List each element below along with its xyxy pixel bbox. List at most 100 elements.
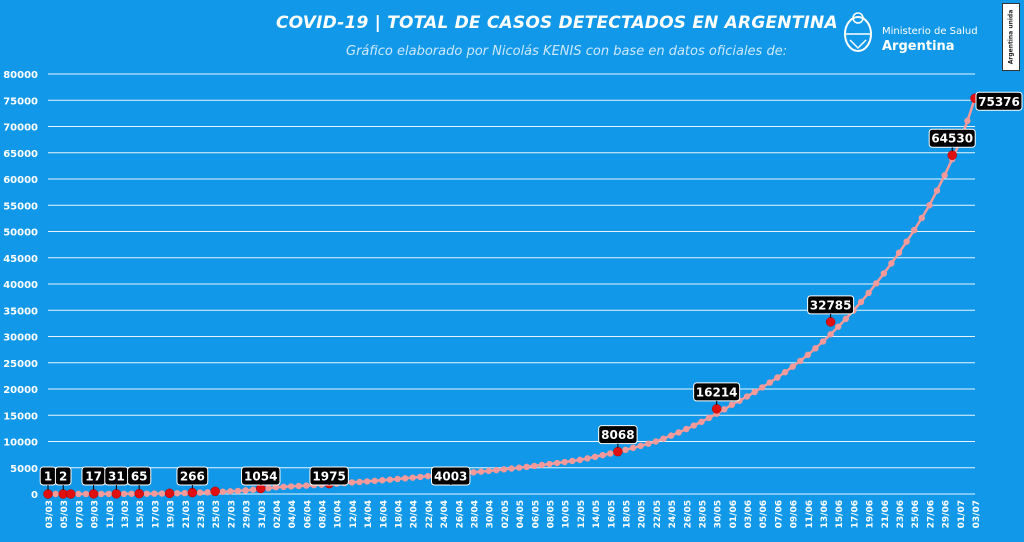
- x-tick-label: 01/06: [729, 500, 739, 528]
- series-point: [933, 187, 941, 194]
- x-tick-label: 26/05: [683, 500, 693, 528]
- series-point: [523, 463, 530, 471]
- series-point: [705, 414, 713, 422]
- series-point: [660, 435, 667, 442]
- y-tick-label: 10000: [3, 438, 38, 449]
- series-point: [515, 464, 523, 471]
- x-tick-label: 10/04: [334, 500, 344, 528]
- series-point: [819, 338, 827, 345]
- x-tick-label: 14/05: [592, 500, 602, 528]
- x-tick-label: 04/05: [516, 500, 526, 528]
- data-label-text: 65: [131, 470, 148, 484]
- series-point: [888, 260, 895, 267]
- series-point: [546, 460, 553, 468]
- series-point: [394, 475, 401, 483]
- coat-of-arms-icon: [844, 12, 872, 52]
- data-label-text: 4003: [434, 470, 467, 484]
- x-tick-label: 29/06: [942, 500, 952, 528]
- series-point: [272, 483, 280, 491]
- series-point: [607, 450, 614, 457]
- series-point: [242, 487, 249, 494]
- series-point: [234, 487, 242, 495]
- highlight-point: [66, 489, 76, 499]
- chart-subtitle: Gráfico elaborado por Nicolás KENIS con …: [346, 44, 788, 59]
- chart-title: COVID-19 | TOTAL DE CASOS DETECTADOS EN …: [276, 13, 838, 33]
- series-point: [941, 172, 948, 179]
- y-tick-label: 0: [31, 490, 38, 501]
- series-point: [97, 490, 105, 498]
- x-tick-label: 06/04: [303, 500, 313, 528]
- series-point: [120, 490, 128, 498]
- x-tick-label: 12/05: [577, 500, 587, 528]
- series-point: [158, 490, 166, 497]
- series-point: [880, 270, 888, 277]
- x-tick-label: 18/05: [622, 500, 632, 528]
- x-tick-label: 14/04: [364, 500, 374, 528]
- series-point: [857, 298, 865, 306]
- series-point: [128, 490, 135, 497]
- series-point: [599, 451, 606, 459]
- x-tick-label: 03/07: [972, 500, 982, 528]
- x-tick-label: 07/06: [774, 500, 784, 528]
- x-tick-label: 01/07: [957, 500, 967, 528]
- x-tick-label: 28/05: [698, 500, 708, 528]
- highlight-point: [88, 489, 99, 499]
- data-labels: 1 2 17 31 65 266 1054 1975 4003 8068 16214 32785 645…: [39, 91, 1023, 490]
- series-point: [629, 444, 637, 452]
- x-tick-label: 02/04: [273, 500, 283, 528]
- series-point: [774, 374, 781, 381]
- series-point: [287, 483, 295, 490]
- argentina-unida-badge: Argentina unida: [1002, 3, 1020, 71]
- x-tick-label: 30/05: [714, 500, 724, 528]
- y-tick-label: 35000: [3, 306, 38, 317]
- highlight-point: [187, 487, 198, 498]
- x-axis-ticks: 03/03 05/03 07/03 09/03 11/03 13/03 15/03 17/03…: [45, 500, 982, 528]
- ministry-logo: Ministerio de Salud Argentina: [840, 10, 1000, 60]
- data-label-box: [975, 91, 1023, 111]
- highlight-point: [711, 404, 722, 414]
- series-point: [249, 486, 257, 493]
- series-point: [789, 363, 796, 370]
- series-point: [386, 476, 394, 483]
- highlight-point: [613, 446, 623, 457]
- data-label: 2: [54, 466, 72, 490]
- series-point: [280, 483, 287, 491]
- x-tick-label: 20/05: [638, 500, 648, 528]
- x-tick-label: 27/03: [227, 500, 237, 528]
- x-tick-label: 27/06: [926, 500, 936, 528]
- series-point: [401, 475, 409, 482]
- x-tick-label: 05/06: [759, 500, 769, 528]
- y-tick-label: 65000: [3, 149, 38, 160]
- highlight-point: [134, 488, 144, 499]
- highlight-point: [947, 150, 957, 160]
- y-tick-label: 40000: [3, 280, 38, 291]
- series-point: [363, 478, 371, 485]
- x-tick-label: 29/03: [243, 500, 253, 528]
- series-point: [204, 489, 211, 496]
- data-label-text: 1: [44, 470, 52, 484]
- y-tick-label: 25000: [3, 359, 38, 370]
- series-point: [493, 466, 500, 474]
- series-point: [569, 457, 576, 465]
- y-tick-label: 80000: [3, 70, 38, 81]
- series-point: [424, 472, 432, 480]
- x-tick-label: 07/03: [75, 500, 85, 528]
- data-label-text: 75376: [978, 95, 1020, 109]
- x-tick-label: 20/04: [410, 500, 420, 528]
- x-tick-label: 15/06: [835, 500, 845, 528]
- series-point: [538, 461, 546, 469]
- series-point: [690, 422, 698, 429]
- series-point: [348, 479, 356, 486]
- series-point: [531, 462, 538, 470]
- series-point: [485, 467, 492, 475]
- data-label: 17: [81, 466, 106, 490]
- y-tick-label: 20000: [3, 385, 38, 396]
- x-tick-label: 26/04: [455, 500, 465, 528]
- highlight-point: [210, 486, 220, 497]
- x-tick-label: 22/05: [653, 500, 663, 528]
- highlight-point: [43, 489, 53, 499]
- x-tick-label: 13/06: [820, 500, 830, 528]
- x-tick-label: 09/06: [790, 500, 800, 528]
- x-tick-label: 03/03: [45, 500, 55, 528]
- x-tick-label: 24/05: [668, 500, 678, 528]
